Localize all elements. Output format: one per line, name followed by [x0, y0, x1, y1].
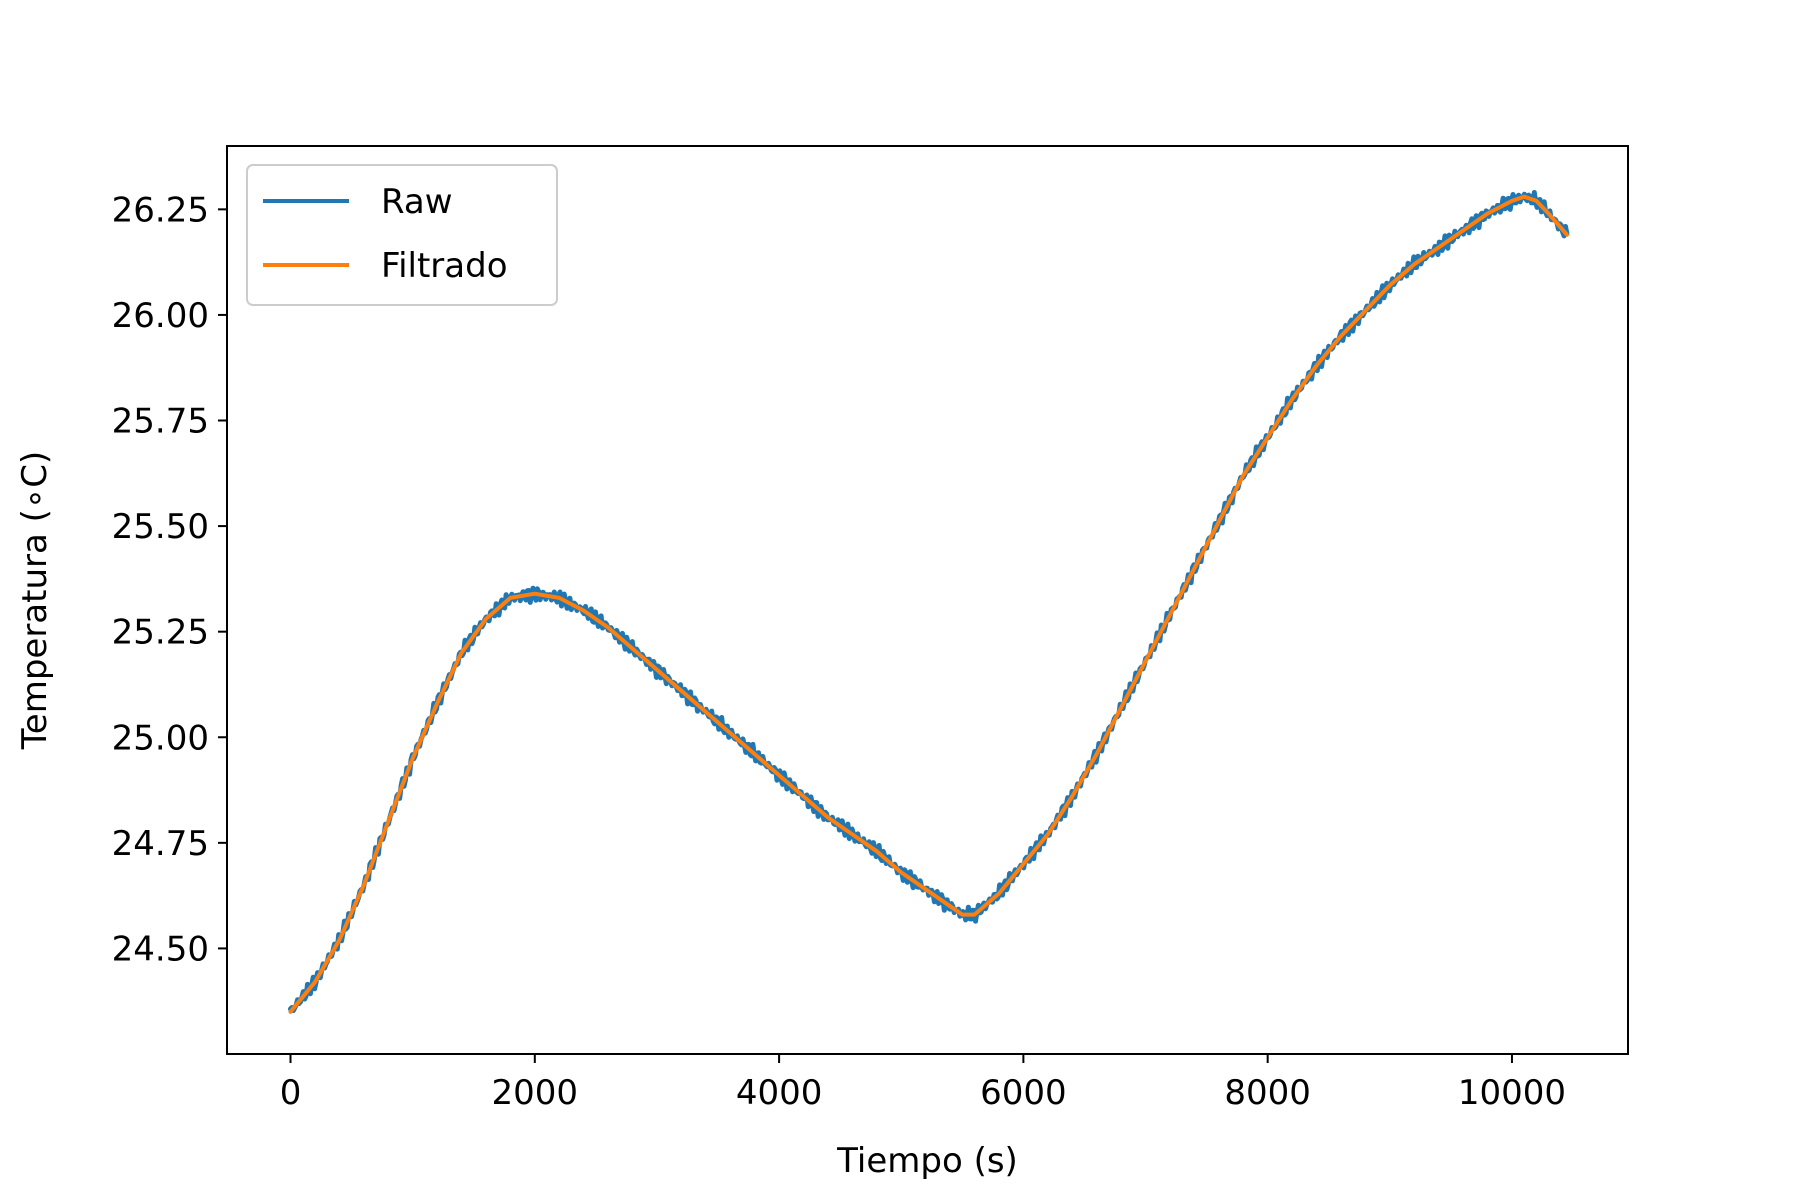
axes-frame — [226, 145, 1629, 1055]
plot-area — [288, 190, 1570, 1014]
y-axis-ticks: 24.50 24.75 25.00 25.25 25.50 25.75 26.00 26.25 — [112, 190, 227, 969]
x-tick-label: 6000 — [980, 1073, 1067, 1113]
x-axis-ticks: 0 2000 4000 6000 8000 10000 — [280, 1054, 1566, 1113]
x-tick-label: 0 — [280, 1073, 302, 1113]
y-tick-label: 24.75 — [112, 824, 209, 864]
y-tick-label: 25.00 — [112, 718, 209, 758]
y-tick-label: 25.50 — [112, 507, 209, 547]
y-tick-label: 24.50 — [112, 929, 209, 969]
x-tick-label: 8000 — [1224, 1073, 1311, 1113]
y-tick-label: 26.00 — [112, 296, 209, 336]
x-tick-label: 10000 — [1458, 1073, 1566, 1113]
x-tick-label: 4000 — [736, 1073, 823, 1113]
legend-label-filtrado: Filtrado — [381, 246, 508, 286]
x-axis-label: Tiempo (s) — [836, 1141, 1018, 1181]
x-tick-label: 2000 — [492, 1073, 579, 1113]
y-tick-label: 26.25 — [112, 190, 209, 230]
y-tick-label: 25.25 — [112, 613, 209, 653]
series-line-filtrado — [288, 194, 1569, 1014]
legend: Raw Filtrado — [246, 164, 558, 306]
legend-label-raw: Raw — [381, 182, 453, 222]
y-tick-label: 25.75 — [112, 402, 209, 442]
y-axis-label: Temperatura (∘C) — [15, 451, 55, 750]
